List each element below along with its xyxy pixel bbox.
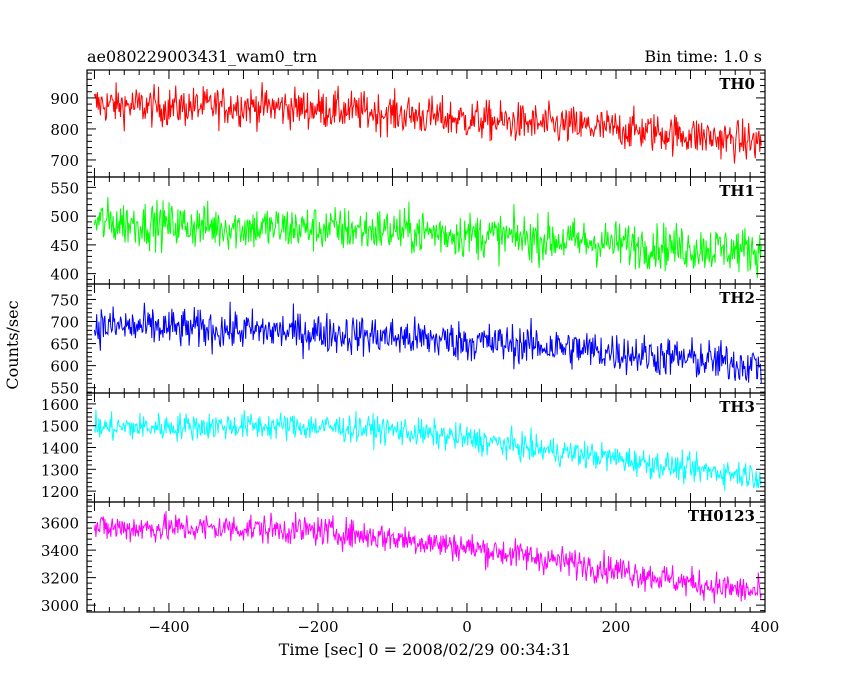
x-tick-label: −400 (148, 618, 189, 636)
y-tick-label-th2: 550 (50, 380, 79, 398)
series-line-th1 (94, 197, 762, 278)
y-tick-label-th2: 750 (50, 291, 79, 309)
y-tick-label-th1: 450 (50, 237, 79, 255)
series-line-th2 (94, 301, 762, 384)
y-tick-label-th3: 1200 (41, 483, 79, 501)
x-axis-label: Time [sec] 0 = 2008/02/29 00:34:31 (279, 640, 572, 659)
y-tick-label-th2: 600 (50, 358, 79, 376)
figure-left-title: ae080229003431_wam0_trn (87, 47, 317, 66)
y-tick-label-th3: 1300 (41, 461, 79, 479)
y-tick-label-th1: 550 (50, 179, 79, 197)
panel-frame-th0123 (86, 501, 766, 613)
y-tick-label-th2: 650 (50, 336, 79, 354)
x-tick-label: −200 (297, 618, 338, 636)
y-tick-label-th0123: 3000 (41, 597, 79, 615)
panel-label-th1: TH1 (719, 182, 755, 200)
y-tick-label-th3: 1600 (41, 396, 79, 414)
y-tick-label-th0: 900 (50, 90, 79, 108)
y-tick-label-th0: 700 (50, 152, 79, 170)
y-tick-label-th3: 1400 (41, 440, 79, 458)
y-tick-label-th1: 400 (50, 266, 79, 284)
series-line-th0 (94, 82, 762, 164)
series-line-th0123 (94, 511, 762, 604)
panel-label-th0123: TH0123 (688, 507, 755, 525)
y-tick-label-th0123: 3200 (41, 570, 79, 588)
y-tick-label-th2: 700 (50, 314, 79, 332)
panel-label-th0: TH0 (719, 75, 755, 93)
y-tick-label-th0123: 3600 (41, 515, 79, 533)
figure-right-title: Bin time: 1.0 s (644, 47, 762, 66)
y-tick-label-th1: 500 (50, 208, 79, 226)
x-tick-label: 400 (751, 618, 780, 636)
panel-label-th2: TH2 (719, 289, 755, 307)
y-tick-label-th3: 1500 (41, 418, 79, 436)
y-axis-label: Counts/sec (3, 300, 22, 389)
panel-label-th3: TH3 (719, 398, 755, 416)
x-tick-label: 200 (602, 618, 631, 636)
y-tick-label-th0: 800 (50, 121, 79, 139)
y-tick-label-th0123: 3400 (41, 542, 79, 560)
panels: TH0 700 800 900 TH1 400 450 500 550 TH2 550 600 650 7… (41, 69, 780, 636)
series-line-th3 (94, 409, 762, 492)
panel-frame-th3 (86, 392, 766, 503)
x-tick-label: 0 (462, 618, 472, 636)
